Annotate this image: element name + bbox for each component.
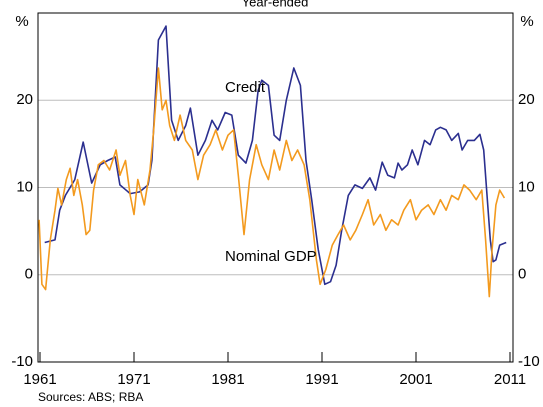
- x-tick-label: 1981: [211, 371, 244, 388]
- y-axis-unit: %: [15, 13, 28, 30]
- series-label: Nominal GDP: [225, 248, 317, 265]
- x-tick-label: 1961: [23, 371, 56, 388]
- x-tick-label: 1971: [117, 371, 150, 388]
- y-tick-label: 20: [16, 91, 33, 108]
- chart-title: Year-ended: [242, 0, 309, 9]
- y2-tick-label: 0: [518, 266, 526, 283]
- series-label: Credit: [225, 79, 266, 96]
- source: Sources: ABS; RBA: [38, 390, 143, 404]
- x-tick-label: 2001: [399, 371, 432, 388]
- y-tick-label: 0: [25, 266, 33, 283]
- y2-tick-label: -10: [518, 353, 540, 370]
- y2-axis-unit: %: [520, 13, 533, 30]
- plot-frame: [37, 12, 514, 363]
- x-tick-label: 1991: [305, 371, 338, 388]
- x-tick-label: 2011: [494, 371, 526, 388]
- y2-tick-label: 10: [518, 178, 535, 195]
- series-line: [44, 25, 507, 286]
- series-line: [38, 67, 506, 298]
- y-tick-label: -10: [11, 353, 33, 370]
- y2-tick-label: 20: [518, 91, 535, 108]
- y-tick-label: 10: [16, 178, 33, 195]
